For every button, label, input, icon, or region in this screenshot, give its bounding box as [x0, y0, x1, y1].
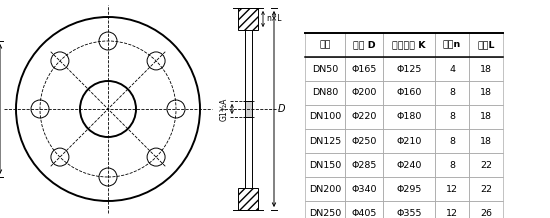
Bar: [383, 81, 435, 105]
Text: DN80: DN80: [312, 89, 338, 97]
Text: DN125: DN125: [309, 136, 341, 145]
Text: Φ250: Φ250: [351, 136, 377, 145]
Text: n×L: n×L: [266, 15, 282, 24]
Text: 孔径L: 孔径L: [477, 41, 495, 49]
Text: D: D: [278, 104, 285, 114]
Text: 8: 8: [449, 160, 455, 170]
Text: Φ160: Φ160: [397, 89, 422, 97]
Bar: [469, 33, 503, 57]
Text: 12: 12: [446, 184, 458, 194]
Text: Φ295: Φ295: [397, 184, 422, 194]
Text: 22: 22: [480, 160, 492, 170]
Bar: [435, 33, 469, 57]
Bar: [245, 101, 251, 117]
Bar: [345, 177, 383, 201]
Text: 中心孔距 K: 中心孔距 K: [392, 41, 426, 49]
Bar: [469, 201, 503, 218]
Bar: [345, 81, 383, 105]
Text: 孔数n: 孔数n: [443, 41, 461, 49]
Bar: [345, 33, 383, 57]
Bar: [305, 201, 345, 218]
Bar: [238, 8, 258, 30]
Text: G1½A: G1½A: [220, 97, 229, 121]
Bar: [435, 81, 469, 105]
Bar: [383, 177, 435, 201]
Bar: [469, 177, 503, 201]
Text: Φ285: Φ285: [351, 160, 377, 170]
Bar: [305, 57, 345, 81]
Bar: [435, 57, 469, 81]
Text: 18: 18: [480, 112, 492, 121]
Text: 8: 8: [449, 89, 455, 97]
Text: Φ220: Φ220: [351, 112, 377, 121]
Bar: [469, 81, 503, 105]
Bar: [305, 81, 345, 105]
Text: Φ200: Φ200: [351, 89, 377, 97]
Bar: [469, 105, 503, 129]
Text: 18: 18: [480, 136, 492, 145]
Bar: [383, 153, 435, 177]
Text: 规格: 规格: [319, 41, 331, 49]
Bar: [305, 33, 345, 57]
Bar: [238, 188, 258, 210]
Bar: [435, 177, 469, 201]
Text: DN50: DN50: [312, 65, 338, 73]
Text: 12: 12: [446, 208, 458, 218]
Text: DN150: DN150: [309, 160, 341, 170]
Bar: [383, 201, 435, 218]
Text: DN200: DN200: [309, 184, 341, 194]
Bar: [345, 129, 383, 153]
Bar: [305, 105, 345, 129]
Bar: [435, 153, 469, 177]
Bar: [345, 57, 383, 81]
Text: 4: 4: [449, 65, 455, 73]
Text: Φ240: Φ240: [397, 160, 422, 170]
Text: Φ405: Φ405: [351, 208, 377, 218]
Text: 8: 8: [449, 136, 455, 145]
Bar: [469, 153, 503, 177]
Text: Φ165: Φ165: [351, 65, 377, 73]
Text: DN250: DN250: [309, 208, 341, 218]
Text: Φ210: Φ210: [397, 136, 422, 145]
Bar: [383, 105, 435, 129]
Bar: [345, 105, 383, 129]
Bar: [435, 105, 469, 129]
Bar: [469, 129, 503, 153]
Text: 18: 18: [480, 65, 492, 73]
Bar: [345, 153, 383, 177]
Bar: [383, 33, 435, 57]
Text: Φ340: Φ340: [351, 184, 377, 194]
Text: Φ355: Φ355: [396, 208, 422, 218]
Text: DN100: DN100: [309, 112, 341, 121]
Text: 22: 22: [480, 184, 492, 194]
Bar: [435, 201, 469, 218]
Text: 8: 8: [449, 112, 455, 121]
Text: 18: 18: [480, 89, 492, 97]
Bar: [435, 129, 469, 153]
Text: Φ125: Φ125: [397, 65, 422, 73]
Text: 外径 D: 外径 D: [353, 41, 375, 49]
Bar: [305, 177, 345, 201]
Bar: [345, 201, 383, 218]
Bar: [469, 57, 503, 81]
Bar: [383, 57, 435, 81]
Bar: [305, 129, 345, 153]
Text: 26: 26: [480, 208, 492, 218]
Bar: [383, 129, 435, 153]
Bar: [305, 153, 345, 177]
Text: Φ180: Φ180: [397, 112, 422, 121]
